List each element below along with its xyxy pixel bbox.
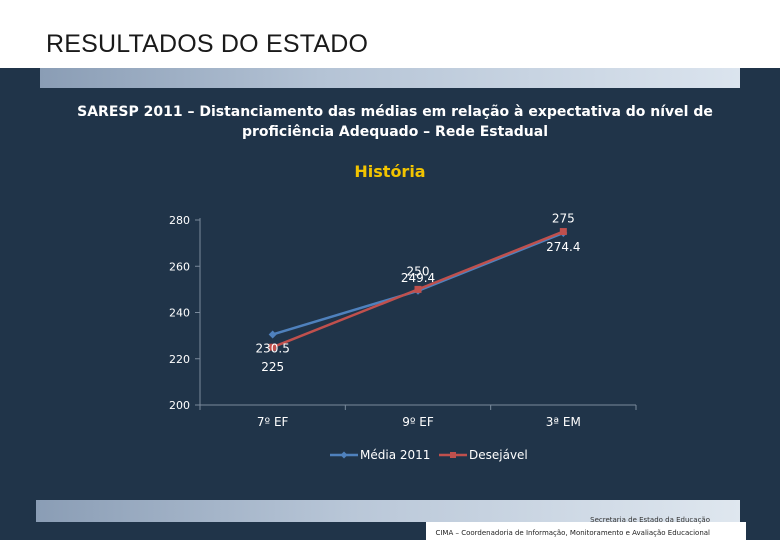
series-point-1 <box>414 285 422 293</box>
y-tick-label: 220 <box>169 353 190 366</box>
footer-dept: CIMA – Coordenadoria de Informação, Moni… <box>435 529 710 537</box>
page-title: RESULTADOS DO ESTADO <box>46 30 369 58</box>
header-bar <box>0 0 780 68</box>
series-point-1 <box>269 343 277 351</box>
x-tick-label: 7º EF <box>257 415 289 429</box>
y-tick-label: 200 <box>169 399 190 412</box>
footer-stripe <box>36 500 740 522</box>
series-point-0 <box>268 330 277 339</box>
data-label: 249.4 <box>401 271 435 285</box>
series-point-1 <box>559 228 567 236</box>
chart-title-line1: SARESP 2011 – Distanciamento das médias … <box>77 104 713 120</box>
chart-title: SARESP 2011 – Distanciamento das médias … <box>40 102 750 142</box>
y-tick-label: 280 <box>169 214 190 227</box>
x-tick-label: 3ª EM <box>546 415 581 429</box>
header-stripe <box>40 68 740 88</box>
legend-label: Média 2011 <box>360 448 430 462</box>
legend-marker-0 <box>340 451 348 459</box>
legend-label: Desejável <box>469 448 528 462</box>
chart-subtitle: História <box>354 162 426 181</box>
data-label: 274.4 <box>546 240 580 254</box>
y-tick-label: 240 <box>169 307 190 320</box>
x-tick-label: 9º EF <box>402 415 434 429</box>
data-label: 250 <box>407 264 430 278</box>
y-tick-label: 260 <box>169 260 190 273</box>
data-label: 230.5 <box>255 341 289 355</box>
footer-org: Secretaria de Estado da Educação <box>590 516 710 524</box>
data-label: 225 <box>261 360 284 374</box>
legend-marker-1 <box>450 452 456 458</box>
footer-box <box>426 522 746 540</box>
chart-title-line2: proficiência Adequado – Rede Estadual <box>241 124 548 140</box>
data-label: 275 <box>552 212 575 226</box>
